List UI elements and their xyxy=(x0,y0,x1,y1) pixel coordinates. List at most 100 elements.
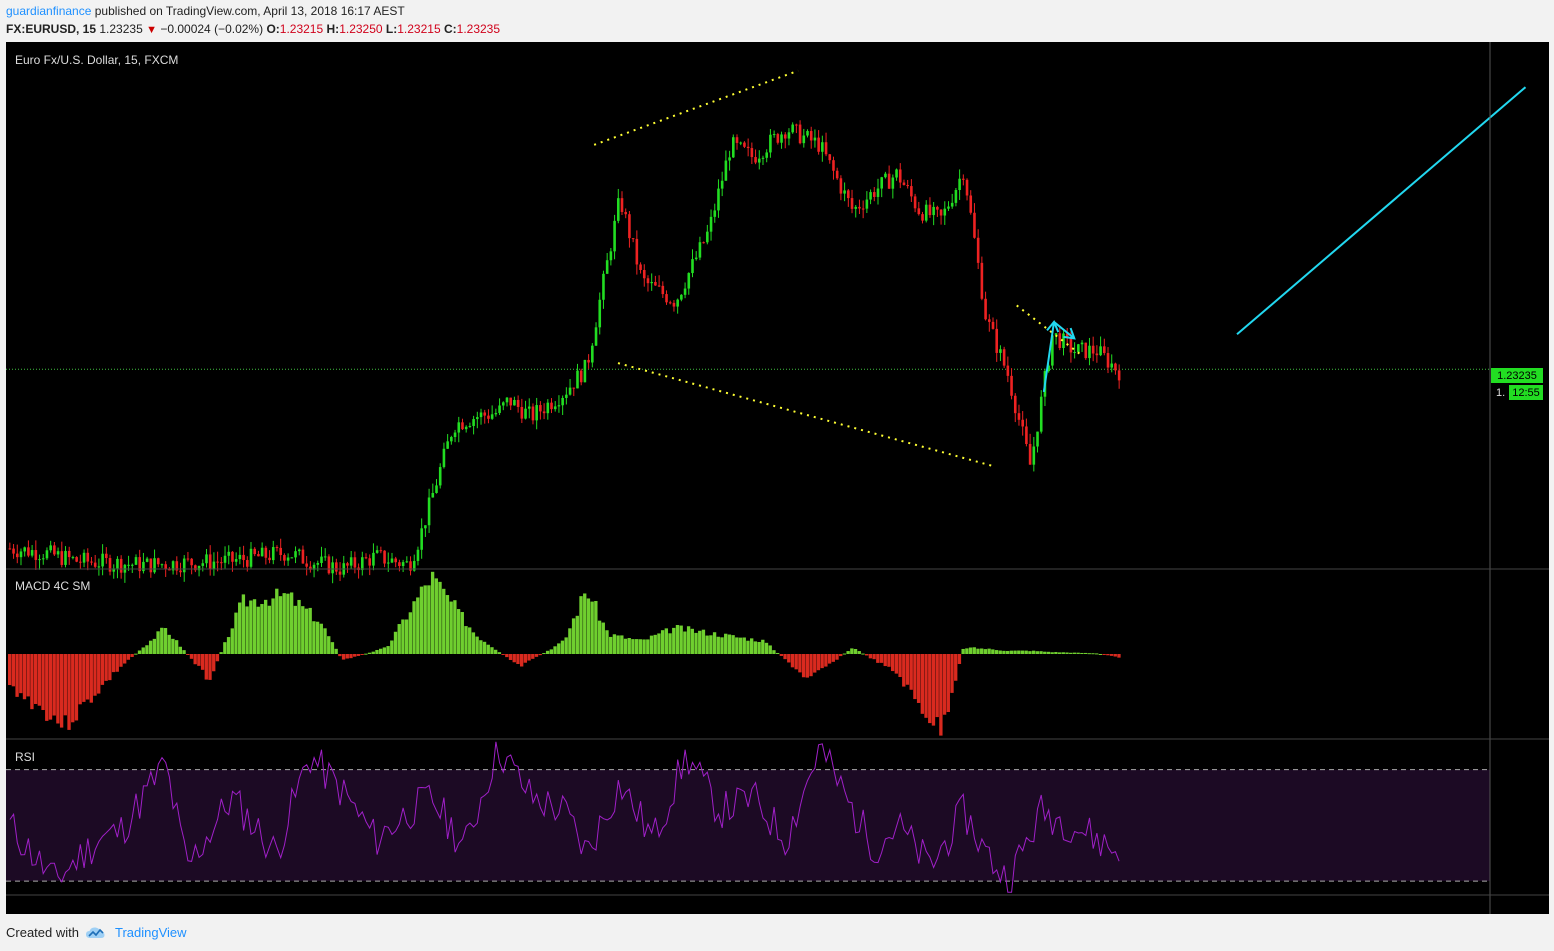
candle-body xyxy=(743,142,746,147)
publisher-name[interactable]: guardianfinance xyxy=(6,4,92,18)
macd-histogram-bar xyxy=(883,654,887,667)
macd-histogram-bar xyxy=(519,654,524,667)
macd-histogram-bar xyxy=(1091,653,1095,655)
macd-histogram-bar xyxy=(1065,652,1069,654)
macd-histogram-bar xyxy=(709,635,713,654)
candle-body xyxy=(501,402,505,406)
candle-body xyxy=(1110,363,1114,368)
candle-body xyxy=(694,257,698,260)
candle-body xyxy=(902,182,906,186)
candle-body xyxy=(1021,419,1024,427)
candle-body xyxy=(847,190,850,199)
macd-histogram-bar xyxy=(219,652,223,654)
candle-body xyxy=(546,402,550,414)
current-price-badge xyxy=(1491,368,1543,383)
close-value: 1.23235 xyxy=(456,22,501,36)
candle-body xyxy=(965,179,969,196)
macd-histogram-bar xyxy=(312,621,316,654)
macd-histogram-bar xyxy=(976,648,980,654)
candle-body xyxy=(394,558,397,563)
candle-body xyxy=(910,186,913,197)
macd-histogram-bar xyxy=(278,596,283,654)
macd-histogram-bar xyxy=(256,606,260,654)
candle-body xyxy=(190,558,193,566)
macd-histogram-bar xyxy=(753,641,758,654)
macd-histogram-bar xyxy=(1050,652,1054,654)
candle-body xyxy=(361,557,364,571)
candle-body xyxy=(1051,335,1054,366)
candle-body xyxy=(791,124,794,133)
tradingview-link[interactable]: TradingView xyxy=(114,925,187,940)
candle-body xyxy=(539,405,542,412)
candle-body xyxy=(424,525,427,529)
price-change: −0.00024 (−0.02%) xyxy=(160,22,264,36)
macd-histogram-bar xyxy=(353,654,357,657)
candle-body xyxy=(869,192,872,200)
macd-histogram-bar xyxy=(1028,651,1032,654)
candle-body xyxy=(1062,333,1065,349)
candle-body xyxy=(613,220,616,252)
macd-histogram-bar xyxy=(1054,651,1058,654)
macd-histogram-bar xyxy=(712,632,717,654)
candle-body xyxy=(245,560,249,567)
candle-body xyxy=(813,137,817,141)
macd-histogram-bar xyxy=(404,619,409,654)
macd-histogram-bar xyxy=(445,595,450,654)
macd-histogram-bar xyxy=(364,653,368,655)
macd-histogram-bar xyxy=(490,647,494,654)
macd-histogram-bar xyxy=(705,635,709,654)
macd-histogram-bar xyxy=(367,652,372,654)
candle-body xyxy=(973,212,976,238)
candle-body xyxy=(271,547,275,561)
macd-histogram-bar xyxy=(542,653,546,655)
candle-body xyxy=(761,157,765,159)
macd-histogram-bar xyxy=(612,634,617,654)
candle-body xyxy=(1013,395,1017,414)
macd-histogram-bar xyxy=(816,654,821,671)
down-triangle-icon: ▼ xyxy=(146,24,157,36)
candle-body xyxy=(249,548,253,567)
candle-body xyxy=(550,402,553,410)
macd-histogram-bar xyxy=(746,640,750,654)
macd-histogram-bar xyxy=(675,624,680,654)
macd-histogram-bar xyxy=(853,648,858,654)
candle-body xyxy=(375,550,379,553)
macd-histogram-bar xyxy=(78,654,82,705)
candle-body xyxy=(780,134,783,143)
macd-histogram-bar xyxy=(427,585,431,654)
macd-histogram-bar xyxy=(568,628,572,654)
candle-body xyxy=(323,556,327,558)
macd-histogram-bar xyxy=(408,612,413,654)
candle-body xyxy=(591,345,594,363)
candle-body xyxy=(194,565,197,571)
macd-histogram-bar xyxy=(1031,650,1036,654)
candle-body xyxy=(999,349,1002,353)
macd-histogram-bar xyxy=(401,619,405,654)
macd-histogram-bar xyxy=(41,654,45,711)
candle-body xyxy=(954,190,958,203)
macd-histogram-bar xyxy=(497,652,502,654)
macd-histogram-bar xyxy=(631,639,635,654)
candle-body xyxy=(639,264,642,270)
candle-body xyxy=(105,553,108,559)
macd-histogram-bar xyxy=(379,648,383,654)
macd-histogram-bar xyxy=(434,578,438,654)
candle-body xyxy=(798,124,802,144)
candle-body xyxy=(583,359,587,383)
candle-body xyxy=(468,425,472,427)
candle-body xyxy=(1106,353,1110,368)
macd-histogram-bar xyxy=(123,654,127,664)
candle-body xyxy=(980,262,984,299)
candle-body xyxy=(750,148,754,158)
candle-body xyxy=(398,562,401,566)
candle-body xyxy=(706,231,709,243)
candle-body xyxy=(991,321,995,329)
macd-histogram-bar xyxy=(8,654,12,686)
chart-canvas[interactable]: Euro Fx/U.S. Dollar, 15, FXCM MACD 4C SM… xyxy=(6,42,1549,914)
macd-histogram-bar xyxy=(616,635,620,654)
partial-price-label: 1. xyxy=(1496,387,1505,399)
macd-histogram-bar xyxy=(267,605,272,654)
macd-histogram-bar xyxy=(980,648,984,654)
candle-body xyxy=(887,173,891,189)
macd-histogram-bar xyxy=(790,654,795,668)
